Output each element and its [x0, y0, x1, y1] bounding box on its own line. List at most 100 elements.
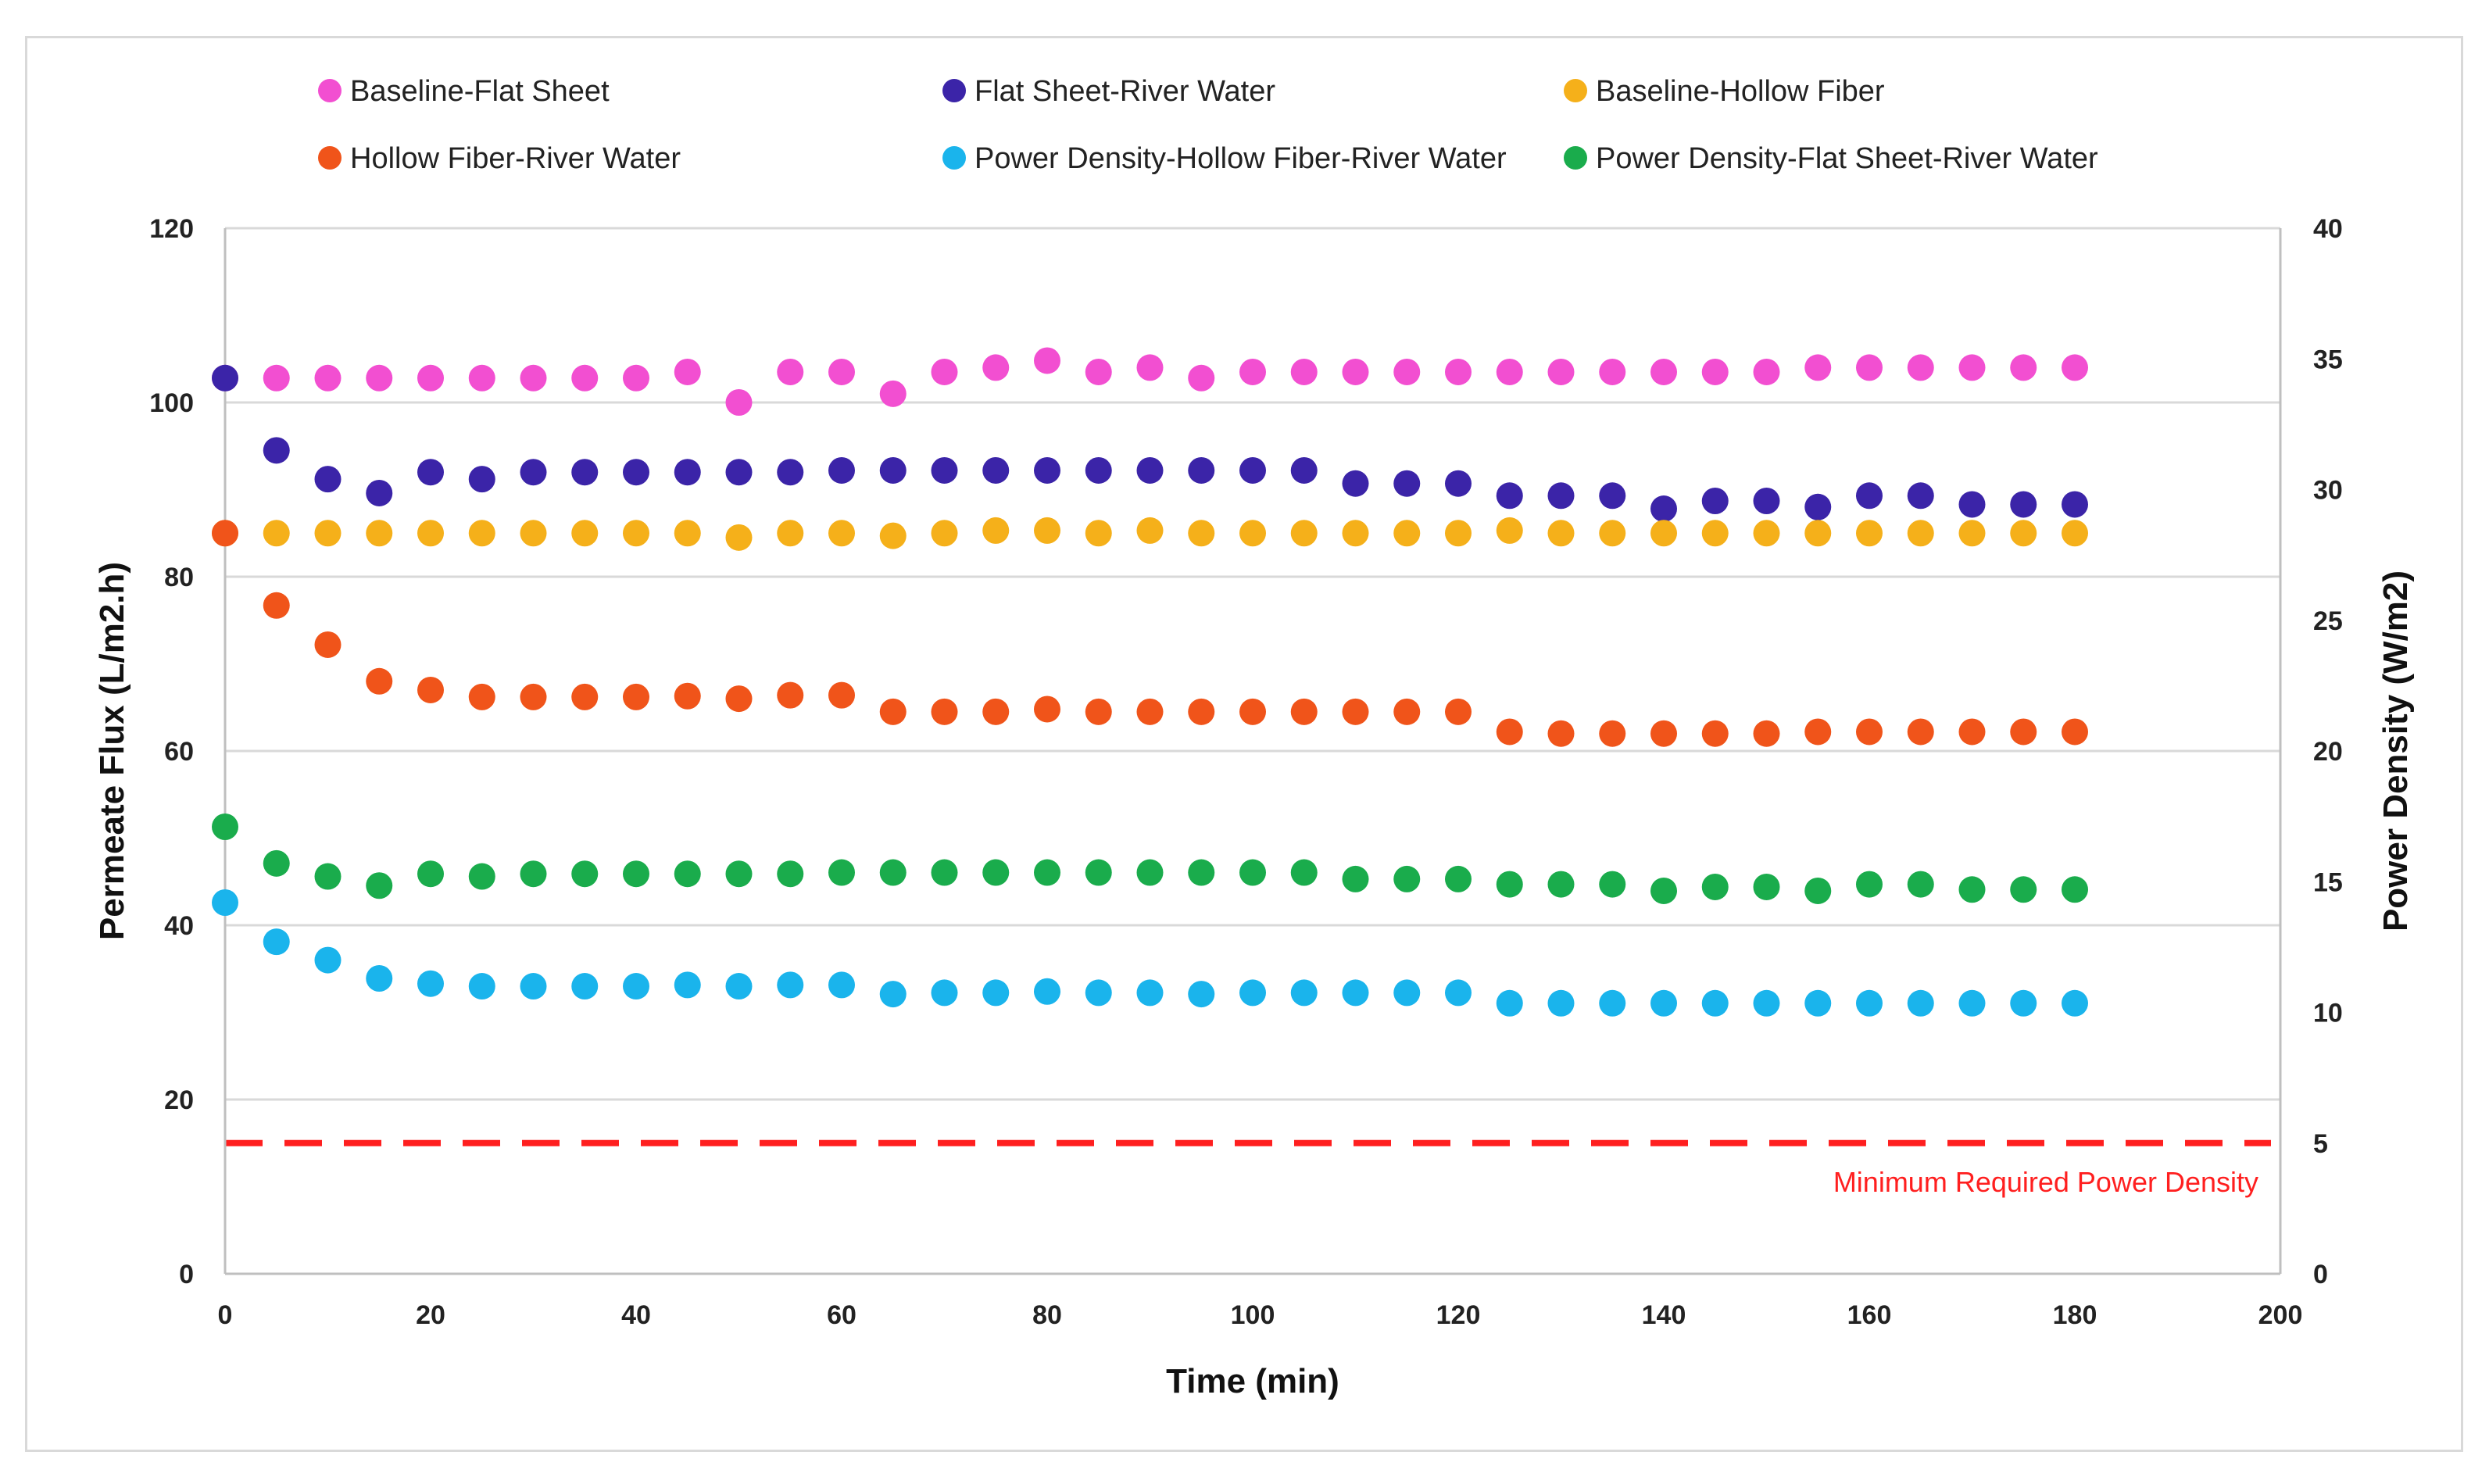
data-point	[366, 479, 393, 506]
data-point	[1599, 989, 1626, 1017]
data-point	[417, 520, 444, 547]
data-point	[2010, 989, 2037, 1017]
data-point	[725, 973, 753, 1000]
data-point	[1753, 358, 1780, 385]
data-point	[1856, 482, 1883, 510]
data-point	[1907, 482, 1934, 510]
data-point	[1599, 720, 1626, 747]
data-point	[1239, 520, 1266, 547]
data-point	[1342, 520, 1369, 547]
data-point	[674, 860, 701, 888]
data-point	[1650, 877, 1677, 904]
data-point	[314, 946, 342, 974]
x-axis-title: Time (min)	[1166, 1362, 1339, 1400]
data-point	[1136, 698, 1164, 725]
x-tick-140: 140	[1642, 1300, 1686, 1330]
x-tick-80: 80	[1032, 1300, 1062, 1330]
data-point	[1804, 493, 1832, 520]
data-point	[1445, 865, 1472, 892]
data-point	[366, 667, 393, 695]
data-point	[777, 971, 804, 999]
data-point	[1290, 520, 1318, 547]
data-point	[1136, 517, 1164, 544]
data-point	[366, 520, 393, 547]
gridlines	[225, 227, 2280, 1101]
y2-tick-5: 5	[2313, 1129, 2328, 1159]
data-point	[674, 459, 701, 486]
data-point	[1650, 989, 1677, 1017]
data-point	[623, 683, 649, 710]
data-point	[1393, 358, 1421, 385]
data-point	[314, 631, 342, 658]
data-point	[1239, 358, 1266, 385]
data-point	[1547, 520, 1575, 547]
y2-tick-labels: 0 5 10 15 20 25 30 35 40	[2313, 214, 2343, 1289]
legend: Baseline-Flat Sheet Flat Sheet-River Wate…	[318, 75, 2098, 175]
data-point	[1034, 859, 1060, 886]
data-point	[1496, 358, 1523, 385]
chart-frame	[25, 36, 2463, 1452]
data-point	[1804, 877, 1832, 904]
data-point	[1958, 989, 1986, 1017]
y2-tick-10: 10	[2313, 999, 2343, 1028]
data-point	[879, 522, 907, 549]
legend-label: Flat Sheet-River Water	[975, 75, 1275, 108]
data-point	[674, 971, 701, 999]
data-point	[1856, 989, 1883, 1017]
data-point	[2062, 520, 2088, 547]
data-point	[417, 364, 444, 392]
data-point	[212, 520, 238, 547]
data-point	[1907, 871, 1934, 898]
data-point	[777, 358, 804, 385]
data-point	[1188, 456, 1215, 484]
data-point	[2062, 491, 2088, 518]
data-point	[1958, 718, 1986, 746]
data-point	[1753, 873, 1780, 900]
data-point	[263, 928, 290, 956]
legend-marker	[942, 79, 966, 102]
data-point	[1085, 358, 1112, 385]
reference-line-group: Minimum Required Power Density	[225, 1139, 2271, 1198]
x-tick-60: 60	[827, 1300, 856, 1330]
legend-label: Hollow Fiber-River Water	[350, 142, 681, 175]
data-point	[623, 973, 649, 1000]
data-point	[1290, 358, 1318, 385]
data-point	[2010, 876, 2037, 903]
data-point	[263, 592, 290, 619]
data-point	[1342, 979, 1369, 1007]
data-point	[623, 860, 649, 888]
legend-label: Power Density-Hollow Fiber-River Water	[975, 142, 1507, 175]
data-point	[314, 520, 342, 547]
data-point	[1958, 876, 1986, 903]
data-point	[828, 681, 855, 709]
data-point	[674, 682, 701, 710]
data-point	[1239, 698, 1266, 725]
x-tick-20: 20	[416, 1300, 445, 1330]
data-point	[1393, 865, 1421, 892]
x-tick-100: 100	[1231, 1300, 1275, 1330]
data-point	[1496, 989, 1523, 1017]
data-point	[520, 364, 547, 392]
y-tick-20: 20	[164, 1085, 194, 1115]
data-point	[1290, 859, 1318, 886]
data-point	[1085, 859, 1112, 886]
data-point	[520, 860, 547, 888]
data-point	[1239, 859, 1266, 886]
data-point	[777, 681, 804, 709]
data-point	[1188, 364, 1215, 392]
series-6	[212, 814, 2088, 904]
data-point	[1804, 354, 1832, 381]
legend-label: Baseline-Hollow Fiber	[1596, 75, 1885, 108]
data-point	[1856, 718, 1883, 746]
data-point	[2062, 989, 2088, 1017]
series-1	[212, 347, 2088, 416]
data-point	[1856, 520, 1883, 547]
y2-tick-30: 30	[2313, 476, 2343, 506]
data-point	[1753, 487, 1780, 514]
y-axis-title: Permeate Flux (L/m2.h)	[93, 562, 131, 940]
data-point	[982, 979, 1010, 1007]
data-point	[1393, 520, 1421, 547]
y-tick-40: 40	[164, 911, 194, 941]
data-point	[1188, 520, 1215, 547]
y-tick-120: 120	[149, 214, 194, 244]
